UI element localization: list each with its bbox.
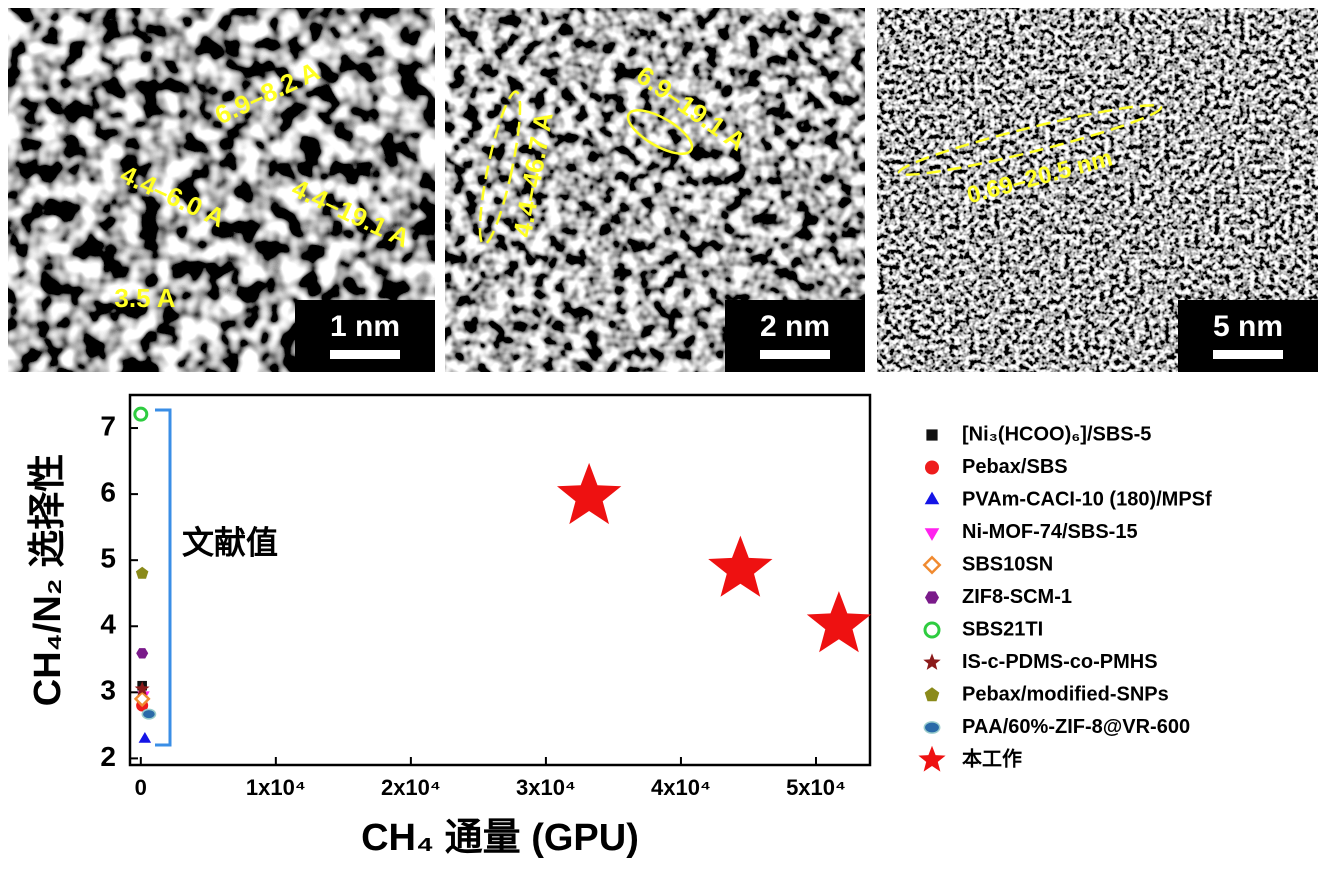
figure: 6.9–8.2 A4.4–6.0 A4.4–19.1 A3.5 A1 nm4.4… xyxy=(0,0,1323,874)
legend-label: Ni-MOF-74/SBS-15 xyxy=(962,521,1138,543)
x-tick-label: 2x10⁴ xyxy=(381,775,441,800)
x-tick-label: 5x10⁴ xyxy=(786,775,846,800)
bracket xyxy=(155,410,170,745)
legend-label: [Ni₃(HCOO)₆]/SBS-5 xyxy=(962,423,1151,445)
x-axis-title: CH₄ 通量 (GPU) xyxy=(361,817,639,859)
legend-label: Pebax/SBS xyxy=(962,456,1068,478)
scale-bar-label: 2 nm xyxy=(760,310,830,343)
legend-marker xyxy=(925,687,940,701)
y-tick-label: 4 xyxy=(100,609,116,640)
legend-label: ZIF8-SCM-1 xyxy=(962,586,1072,608)
legend-label: 本工作 xyxy=(962,746,1022,770)
y-tick-label: 6 xyxy=(100,476,116,507)
legend-marker xyxy=(924,722,939,733)
data-point xyxy=(136,567,149,579)
x-tick-label: 3x10⁴ xyxy=(516,775,576,800)
legend-marker xyxy=(925,591,939,603)
data-point xyxy=(135,408,147,420)
y-tick-label: 7 xyxy=(100,410,116,441)
scale-bar xyxy=(760,350,830,359)
y-axis-title: CH₄/N₂ 选择性 xyxy=(27,454,69,706)
x-tick-label: 4x10⁴ xyxy=(651,775,711,800)
legend-marker xyxy=(925,492,940,505)
legend-label: SBS10SN xyxy=(962,553,1053,575)
legend-label: PAA/60%-ZIF-8@VR-600 xyxy=(962,716,1190,738)
data-point xyxy=(139,732,152,743)
x-tick-label: 0 xyxy=(135,775,147,800)
data-point xyxy=(807,591,871,652)
scale-bar xyxy=(330,350,400,359)
legend-label: IS-c-PDMS-co-PMHS xyxy=(962,651,1158,673)
legend-marker xyxy=(925,528,940,541)
legend-marker xyxy=(923,653,940,670)
legend-marker xyxy=(925,461,939,475)
scale-bar-label: 5 nm xyxy=(1213,310,1283,343)
plot-frame xyxy=(130,395,870,765)
y-tick-label: 3 xyxy=(100,675,116,706)
legend-marker xyxy=(924,557,939,572)
legend-label: PVAm-CACI-10 (180)/MPSf xyxy=(962,488,1212,510)
legend-label: SBS21TI xyxy=(962,618,1043,640)
annotation: 文献值 xyxy=(182,524,278,560)
legend-marker xyxy=(926,429,937,440)
scale-bar xyxy=(1213,350,1283,359)
data-point xyxy=(142,709,155,719)
x-tick-label: 1x10⁴ xyxy=(246,775,306,800)
data-point xyxy=(557,463,621,524)
y-tick-label: 2 xyxy=(100,741,116,772)
legend-marker xyxy=(925,623,939,637)
y-tick-label: 5 xyxy=(100,543,116,574)
scale-bar-label: 1 nm xyxy=(330,310,400,343)
data-point xyxy=(708,536,772,597)
image-annotation: 3.5 A xyxy=(114,283,175,313)
data-point xyxy=(136,648,148,658)
legend-label: Pebax/modified-SNPs xyxy=(962,683,1169,705)
legend-marker xyxy=(918,746,945,772)
